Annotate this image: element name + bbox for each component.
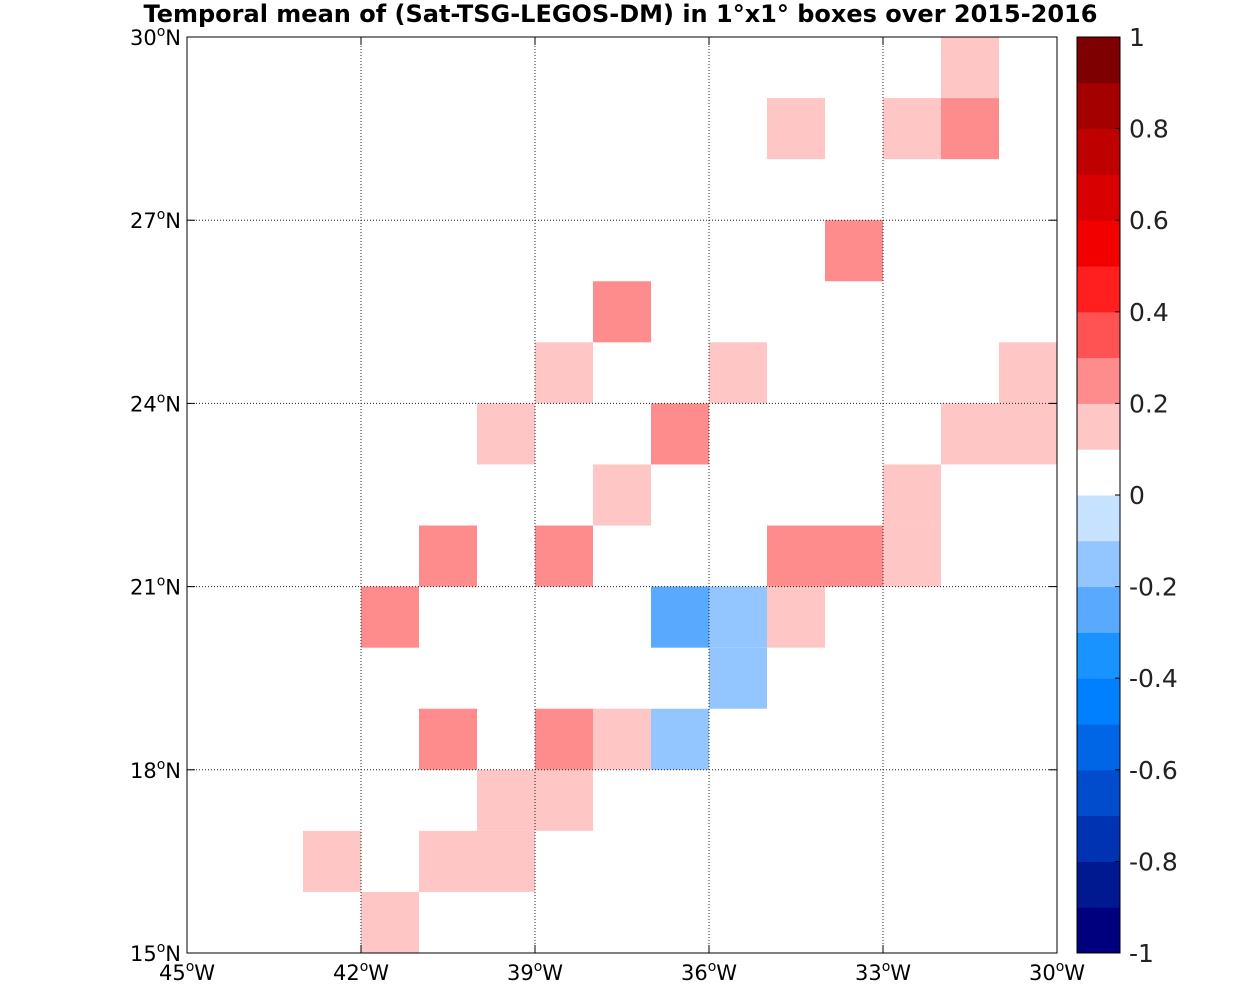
colorbar-tick-label: 0.4 bbox=[1129, 298, 1169, 327]
heatmap-cell bbox=[999, 403, 1057, 465]
y-tick-label: 30oN bbox=[130, 24, 181, 50]
heatmap-cell bbox=[477, 830, 535, 892]
heatmap-cell bbox=[535, 708, 593, 770]
heatmap-cell bbox=[593, 708, 651, 770]
x-tick-label: 39oW bbox=[507, 959, 563, 984]
heatmap-cell bbox=[419, 830, 477, 892]
heatmap-cell bbox=[361, 586, 419, 648]
colorbar-segment bbox=[1077, 37, 1120, 84]
colorbar-segment bbox=[1077, 82, 1120, 130]
x-tick-label: 45oW bbox=[159, 959, 215, 984]
y-tick-label: 27oN bbox=[130, 207, 181, 233]
colorbar-segment bbox=[1077, 311, 1120, 359]
colorbar-tick-label: -0.6 bbox=[1129, 756, 1178, 785]
heatmap-cell bbox=[767, 98, 825, 160]
heatmap-cells bbox=[303, 37, 1057, 953]
heatmap-cell bbox=[825, 525, 883, 587]
colorbar-segment bbox=[1077, 907, 1120, 954]
colorbar-tick-label: 0 bbox=[1129, 481, 1145, 510]
chart-title: Temporal mean of (Sat-TSG-LEGOS-DM) in 1… bbox=[143, 0, 1098, 28]
heatmap-cell bbox=[651, 708, 709, 770]
heatmap-cell bbox=[361, 891, 419, 953]
colorbar-tick-label: 0.2 bbox=[1129, 389, 1169, 418]
heatmap-cell bbox=[709, 342, 767, 404]
heatmap-cell bbox=[941, 98, 999, 160]
heatmap-cell bbox=[767, 525, 825, 587]
heatmap-cell bbox=[593, 464, 651, 526]
colorbar-segment bbox=[1077, 861, 1120, 908]
colorbar-segment bbox=[1077, 540, 1120, 588]
colorbar-tick-label: -0.2 bbox=[1129, 573, 1178, 602]
colorbar-tick-label: -0.4 bbox=[1129, 664, 1178, 693]
colorbar-segment bbox=[1077, 403, 1120, 450]
heatmap-cell bbox=[419, 525, 477, 587]
colorbar-segment bbox=[1077, 724, 1120, 771]
y-tick-label: 21oN bbox=[130, 574, 181, 600]
colorbar-segment bbox=[1077, 678, 1120, 725]
colorbar-segment bbox=[1077, 815, 1120, 862]
colorbar-segment bbox=[1077, 128, 1120, 175]
heatmap-cell bbox=[535, 769, 593, 831]
colorbar-segment bbox=[1077, 769, 1120, 817]
heatmap-cell bbox=[535, 525, 593, 587]
grid-lines bbox=[187, 37, 1057, 953]
colorbar-tick-label: 1 bbox=[1129, 23, 1145, 52]
heatmap-cell bbox=[883, 98, 941, 160]
colorbar-segment bbox=[1077, 495, 1120, 542]
colorbar-segment bbox=[1077, 174, 1120, 221]
colorbar-tick-label: 0.8 bbox=[1129, 115, 1169, 144]
heatmap-cell bbox=[825, 220, 883, 282]
heatmap-cell bbox=[651, 586, 709, 648]
y-tick-label: 24oN bbox=[130, 390, 181, 416]
heatmap-cell bbox=[651, 403, 709, 465]
colorbar-segment bbox=[1077, 586, 1120, 633]
x-tick-labels: 45oW 42oW 39oW 36oW 33oW 30oW bbox=[159, 959, 1085, 984]
heatmap-cell bbox=[477, 769, 535, 831]
x-tick-label: 33oW bbox=[855, 959, 911, 984]
colorbar-segment bbox=[1077, 357, 1120, 404]
heatmap-cell bbox=[883, 525, 941, 587]
colorbar-tick-label: 0.6 bbox=[1129, 206, 1169, 235]
colorbar-tick-label: -0.8 bbox=[1129, 847, 1178, 876]
heatmap-cell bbox=[709, 647, 767, 709]
colorbar bbox=[1076, 36, 1121, 954]
heatmap-cell bbox=[941, 403, 999, 465]
heatmap-cell bbox=[303, 830, 361, 892]
colorbar-segment bbox=[1077, 266, 1120, 313]
colorbar-segment bbox=[1077, 220, 1120, 267]
heatmap-cell bbox=[883, 464, 941, 526]
colorbar-tick-label: -1 bbox=[1129, 939, 1154, 968]
x-tick-label: 30oW bbox=[1029, 959, 1085, 984]
x-tick-label: 42oW bbox=[333, 959, 389, 984]
x-tick-label: 36oW bbox=[681, 959, 737, 984]
heatmap-cell bbox=[999, 342, 1057, 404]
heatmap-cell bbox=[593, 281, 651, 343]
colorbar-segment bbox=[1077, 632, 1120, 679]
heatmap-cell bbox=[419, 708, 477, 770]
heatmap-cell bbox=[477, 403, 535, 465]
heatmap-cell bbox=[941, 37, 999, 99]
y-tick-label: 15oN bbox=[130, 940, 181, 966]
heatmap-cell bbox=[767, 586, 825, 648]
y-tick-label: 18oN bbox=[130, 757, 181, 783]
heatmap-cell bbox=[709, 586, 767, 648]
colorbar-segment bbox=[1077, 449, 1120, 496]
heatmap-cell bbox=[535, 342, 593, 404]
axis-ticks bbox=[186, 36, 1058, 954]
plot-frame bbox=[186, 36, 1058, 954]
colorbar-tick-labels: 1 0.8 0.6 0.4 0.2 0 -0.2 -0.4 -0.6 -0.8 -1 bbox=[1129, 23, 1178, 968]
y-tick-labels: 15oN 18oN 21oN 24oN 27oN 30oN bbox=[130, 24, 181, 966]
